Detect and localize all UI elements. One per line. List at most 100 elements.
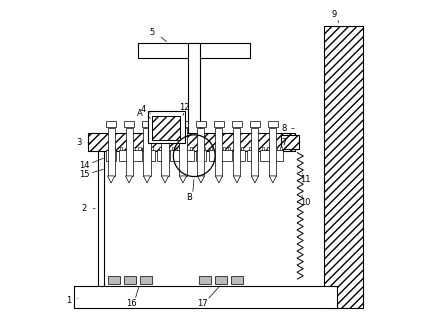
Bar	[146, 147, 148, 150]
Bar	[223, 147, 225, 150]
Bar	[196, 121, 206, 127]
Bar	[144, 150, 155, 160]
Bar	[161, 128, 168, 176]
Text: 3: 3	[76, 138, 82, 147]
Bar	[132, 150, 142, 160]
Text: 4: 4	[140, 105, 145, 114]
Bar	[152, 147, 153, 150]
Bar	[144, 128, 151, 176]
Bar	[273, 150, 284, 160]
Text: 5: 5	[150, 28, 155, 37]
Bar	[199, 276, 211, 284]
Bar	[190, 147, 192, 150]
Bar	[280, 147, 282, 150]
Bar	[215, 147, 218, 150]
Bar	[88, 133, 295, 151]
Text: 15: 15	[79, 170, 89, 179]
Polygon shape	[233, 176, 241, 183]
Bar	[275, 147, 276, 150]
Polygon shape	[269, 176, 276, 183]
Bar	[177, 147, 179, 150]
Bar	[210, 147, 212, 150]
Bar	[148, 111, 185, 143]
Bar	[178, 121, 188, 127]
Bar	[234, 150, 245, 160]
Bar	[215, 276, 227, 284]
Bar	[124, 121, 134, 127]
Bar	[231, 276, 243, 284]
Text: 9: 9	[331, 10, 337, 19]
Bar	[108, 276, 120, 284]
Bar	[119, 150, 129, 160]
Bar	[133, 147, 135, 150]
Bar	[157, 150, 168, 160]
Bar	[209, 150, 219, 160]
Polygon shape	[161, 176, 168, 183]
Bar	[160, 121, 170, 127]
Text: B: B	[187, 193, 192, 202]
Bar	[251, 128, 258, 176]
Bar	[236, 147, 238, 150]
Bar	[269, 128, 276, 176]
Polygon shape	[125, 176, 132, 183]
Text: 2: 2	[82, 204, 87, 213]
Polygon shape	[198, 176, 205, 183]
Text: 8: 8	[281, 124, 287, 133]
Bar	[185, 147, 187, 150]
Text: 16: 16	[126, 299, 137, 308]
Bar	[241, 147, 243, 150]
Polygon shape	[251, 176, 258, 183]
Text: 14: 14	[79, 161, 89, 170]
Bar	[125, 128, 132, 176]
Bar	[106, 121, 116, 127]
Bar	[74, 286, 337, 308]
Bar	[247, 150, 258, 160]
Bar	[140, 276, 152, 284]
Bar	[260, 150, 271, 160]
Bar	[232, 121, 242, 127]
Text: 11: 11	[300, 175, 310, 184]
Bar	[142, 121, 152, 127]
Bar	[170, 150, 181, 160]
Bar	[196, 150, 206, 160]
Bar	[324, 26, 363, 308]
Bar	[113, 147, 115, 150]
Bar	[139, 147, 140, 150]
Bar	[254, 147, 256, 150]
Bar	[268, 121, 278, 127]
Bar	[138, 43, 250, 58]
Text: 1: 1	[66, 296, 72, 305]
Bar	[108, 147, 109, 150]
Bar	[159, 147, 161, 150]
Bar	[179, 128, 187, 176]
Bar	[164, 147, 166, 150]
Bar	[249, 147, 251, 150]
Bar	[214, 121, 224, 127]
Bar	[215, 128, 222, 176]
Bar	[124, 276, 136, 284]
Text: 7: 7	[281, 138, 287, 147]
Bar	[188, 43, 200, 133]
Bar	[233, 128, 241, 176]
Text: 17: 17	[197, 299, 208, 308]
Bar	[262, 147, 264, 150]
Bar	[250, 121, 260, 127]
Bar	[120, 147, 122, 150]
Bar	[222, 150, 232, 160]
Text: 10: 10	[300, 198, 310, 207]
Bar	[228, 147, 230, 150]
Bar	[202, 147, 205, 150]
Bar	[126, 147, 128, 150]
Text: A: A	[137, 109, 143, 118]
Polygon shape	[108, 176, 115, 183]
Bar	[172, 147, 174, 150]
Polygon shape	[179, 176, 187, 183]
Polygon shape	[144, 176, 151, 183]
Bar	[281, 135, 299, 149]
Bar	[152, 116, 180, 140]
Text: 12: 12	[179, 103, 190, 112]
Bar	[198, 147, 199, 150]
Bar	[267, 147, 269, 150]
Polygon shape	[215, 176, 222, 183]
Bar	[183, 150, 194, 160]
